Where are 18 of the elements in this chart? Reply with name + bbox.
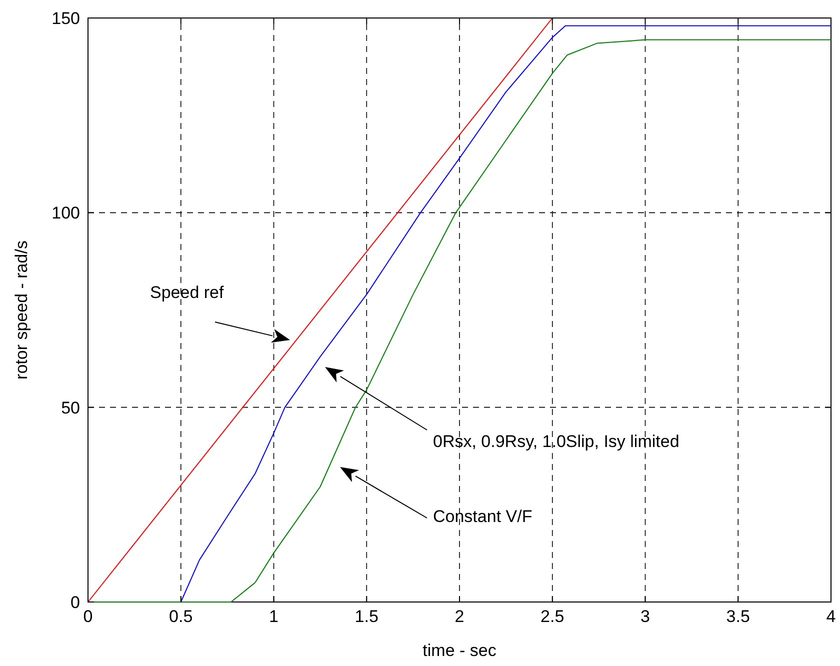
annotation: Speed ref [150, 283, 224, 302]
annotation: 0Rsx, 0.9Rsy, 1.0Slip, Isy limited [433, 432, 680, 451]
y-tick-label: 0 [70, 592, 80, 612]
y-tick-label: 100 [52, 204, 80, 223]
x-tick-label: 0.5 [169, 607, 193, 626]
x-tick-label: 1.5 [354, 607, 378, 626]
y-tick-label: 50 [61, 398, 80, 418]
annotation: Constant V/F [433, 507, 532, 526]
y-tick-label: 150 [52, 8, 80, 28]
x-tick-label: 0 [83, 607, 93, 626]
y-axis-title: rotor speed - rad/s [12, 240, 31, 380]
x-tick-label: 2 [454, 607, 464, 626]
x-tick-label: 3.5 [726, 607, 750, 626]
x-tick-label: 1 [269, 607, 278, 626]
x-axis-title: time - sec [422, 641, 497, 660]
x-tick-label: 3 [640, 607, 650, 626]
x-tick-label: 2.5 [540, 607, 564, 626]
x-tick-label: 4 [826, 607, 836, 626]
